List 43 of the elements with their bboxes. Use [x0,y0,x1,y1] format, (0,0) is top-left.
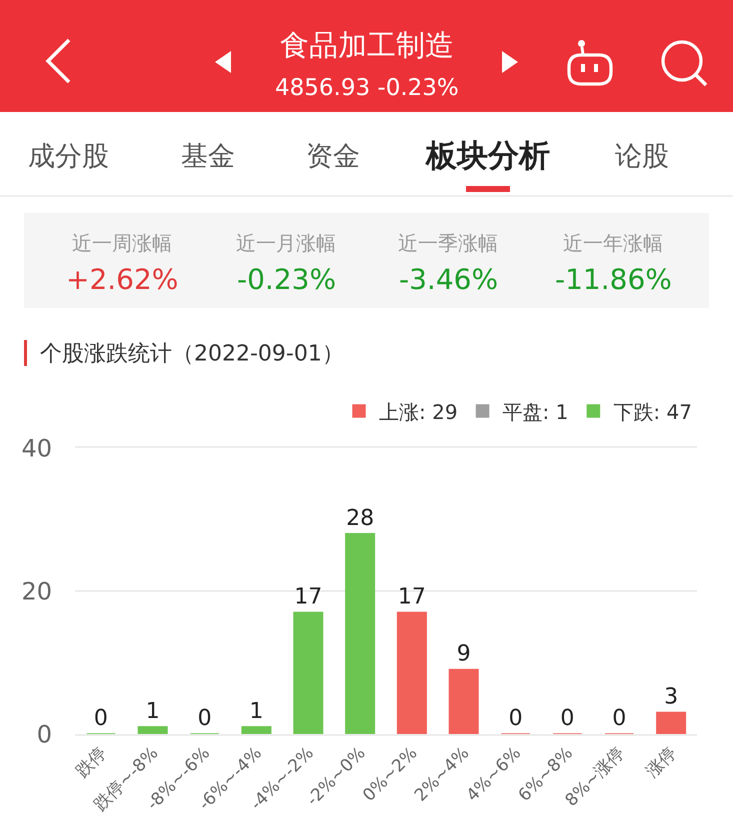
text: 近一月涨幅 [236,231,336,255]
text: -3.46% [399,263,498,296]
bar [293,612,324,734]
bar [656,712,686,734]
data-label: 0 [560,706,574,731]
legend-label: 下跌: 47 [613,400,692,424]
x-tick-label: 涨停 [642,743,681,782]
bar [345,533,376,734]
legend-label: 上涨: 29 [379,400,458,424]
data-label: 0 [508,706,523,731]
text: 论股 [615,141,669,172]
text: 成分股 [28,141,109,172]
chart-title: 个股涨跌统计（2022-09-01） [40,342,344,367]
y-tick-label: 0 [36,720,52,748]
text: 4856.93 -0.23% [275,75,459,101]
text: 近一年涨幅 [563,231,663,255]
text: 板块分析 [425,138,550,174]
text: -0.23% [237,263,336,296]
x-tick-label: 跌停 [72,743,110,782]
data-label: 9 [456,642,471,667]
text: -11.86% [555,263,672,296]
data-label: 1 [249,698,264,724]
text: 食品加工制造 [280,28,454,62]
text: +2.62% [66,263,178,296]
legend-label: 平盘: 1 [502,400,568,424]
data-label: 3 [664,684,678,710]
bar [241,726,272,734]
data-label: 0 [612,706,626,731]
y-tick-label: 40 [21,434,52,462]
y-tick-label: 20 [21,577,52,606]
bar [396,612,427,734]
data-label: 28 [346,506,374,531]
bar [138,726,168,734]
data-label: 0 [198,706,212,731]
text: 资金 [306,141,360,172]
data-label: 17 [294,584,322,610]
bar [448,668,479,734]
text: 近一季涨幅 [398,231,498,255]
text: 近一周涨幅 [72,231,172,255]
text: 基金 [181,141,235,172]
data-label: 17 [398,584,426,610]
data-label: 0 [94,706,108,731]
data-label: 1 [146,698,160,724]
